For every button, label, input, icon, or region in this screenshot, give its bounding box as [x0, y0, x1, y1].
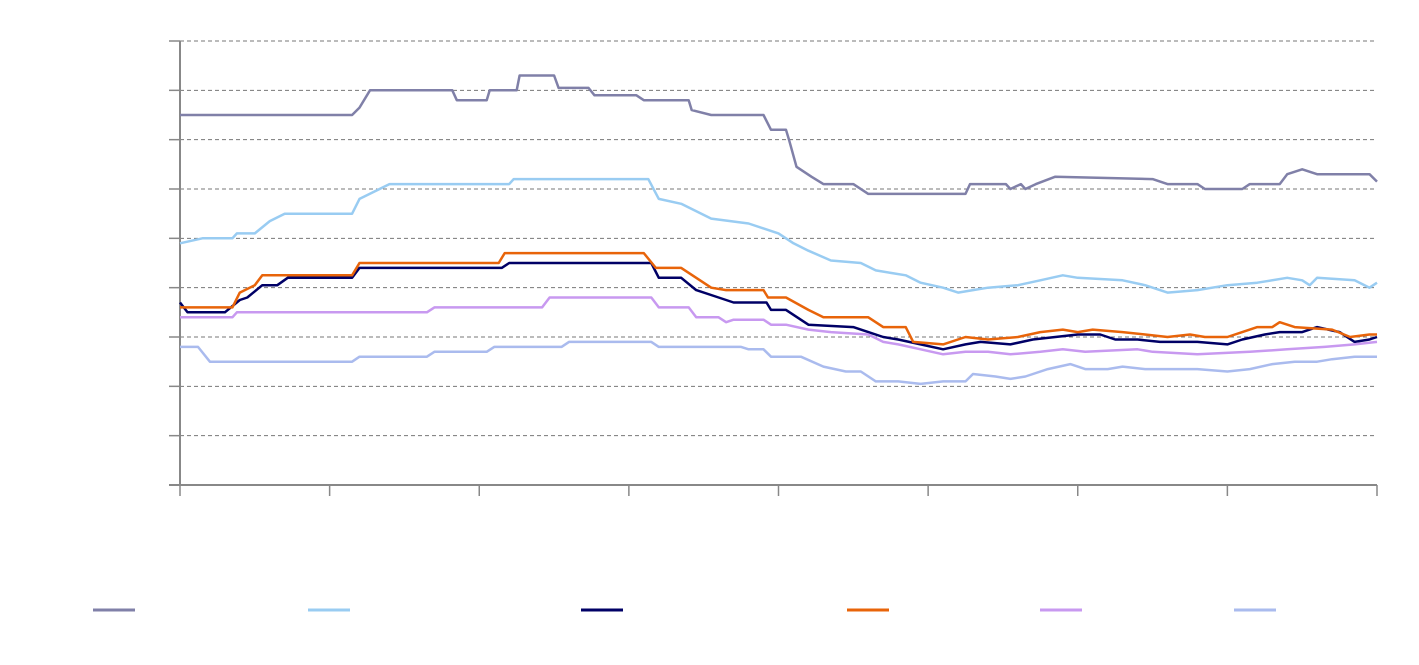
gridlines: [180, 40, 1377, 437]
series-line-3: [179, 261, 1378, 351]
axes: [169, 41, 1377, 486]
series-line-1: [180, 74, 1378, 196]
series-lines: [179, 74, 1378, 386]
series-line-2: [179, 177, 1378, 294]
axis-ticks: [169, 40, 1378, 496]
series-line-5: [180, 296, 1378, 356]
series-line-6: [180, 340, 1377, 386]
series-line-4: [180, 251, 1377, 346]
